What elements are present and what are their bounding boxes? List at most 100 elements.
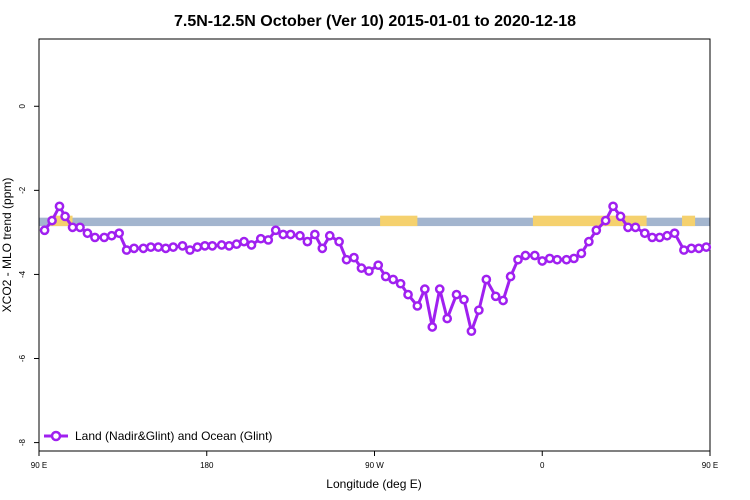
data-point bbox=[600, 215, 611, 226]
data-point bbox=[82, 228, 93, 239]
data-point bbox=[380, 271, 391, 282]
data-point bbox=[192, 242, 203, 252]
data-point bbox=[207, 240, 218, 251]
data-point bbox=[552, 254, 563, 265]
data-point bbox=[67, 222, 78, 233]
y-tick-label: -4 bbox=[18, 270, 27, 278]
data-point bbox=[239, 236, 249, 247]
data-point bbox=[121, 245, 132, 255]
data-point bbox=[185, 245, 195, 255]
data-point bbox=[459, 294, 469, 305]
ocean-band bbox=[39, 217, 710, 227]
data-point bbox=[90, 232, 100, 243]
data-point bbox=[129, 243, 139, 254]
data-point bbox=[216, 240, 227, 250]
data-point bbox=[701, 242, 712, 252]
data-point bbox=[224, 240, 234, 251]
data-point bbox=[466, 326, 477, 337]
land-band-segment bbox=[682, 215, 696, 227]
y-tick-label: -2 bbox=[18, 186, 27, 194]
data-point bbox=[47, 215, 57, 226]
data-point bbox=[295, 230, 305, 241]
data-point bbox=[160, 243, 171, 254]
data-point bbox=[200, 240, 210, 251]
data-point bbox=[255, 233, 266, 244]
data-point bbox=[498, 295, 508, 306]
data-point bbox=[153, 242, 164, 252]
data-point bbox=[520, 250, 531, 261]
data-point bbox=[576, 248, 587, 259]
data-point bbox=[412, 301, 423, 311]
data-point bbox=[177, 240, 188, 251]
legend-marker bbox=[50, 430, 62, 442]
data-point bbox=[99, 232, 110, 243]
data-point bbox=[490, 291, 501, 302]
data-point bbox=[583, 236, 594, 247]
data-point bbox=[388, 274, 398, 285]
data-point bbox=[513, 254, 523, 265]
data-point bbox=[395, 278, 406, 289]
x-tick-label: 90 E bbox=[31, 461, 47, 470]
data-point bbox=[630, 222, 641, 233]
data-point bbox=[427, 322, 438, 332]
data-point bbox=[278, 229, 289, 240]
land-band-segment bbox=[532, 215, 647, 227]
data-point bbox=[544, 253, 555, 264]
data-point bbox=[505, 271, 516, 282]
data-point bbox=[591, 225, 602, 236]
data-point bbox=[145, 242, 156, 252]
y-tick-label: -6 bbox=[18, 354, 27, 362]
data-point bbox=[75, 222, 85, 233]
series-layer bbox=[39, 201, 712, 337]
data-point bbox=[270, 225, 281, 236]
data-point bbox=[561, 254, 572, 265]
x-axis: 90 E 180 90 W 0 90 E bbox=[31, 451, 718, 470]
data-point bbox=[654, 232, 665, 243]
legend: Land (Nadir&Glint) and Ocean (Glint) bbox=[44, 429, 272, 443]
data-point bbox=[647, 232, 658, 243]
data-point bbox=[693, 243, 704, 254]
y-axis: 0 -2 -4 -6 -8 bbox=[18, 103, 39, 446]
data-point bbox=[364, 266, 374, 276]
data-point bbox=[537, 256, 548, 266]
data-point bbox=[623, 222, 633, 233]
data-point bbox=[302, 236, 313, 247]
data-point bbox=[349, 252, 359, 263]
data-point bbox=[231, 239, 242, 250]
data-point bbox=[608, 201, 618, 212]
data-point bbox=[341, 254, 352, 265]
data-point bbox=[569, 253, 579, 264]
data-point bbox=[669, 228, 680, 239]
data-point bbox=[263, 235, 274, 245]
data-point bbox=[246, 240, 257, 250]
legend-label: Land (Nadir&Glint) and Ocean (Glint) bbox=[75, 429, 272, 443]
x-tick-label: 0 bbox=[540, 461, 545, 470]
land-ocean-band bbox=[39, 215, 710, 227]
y-tick-label: -8 bbox=[18, 438, 27, 446]
data-point bbox=[451, 289, 462, 300]
data-point bbox=[679, 245, 689, 255]
x-tick-label: 90 E bbox=[702, 461, 718, 470]
data-point bbox=[138, 243, 149, 254]
y-tick-label: 0 bbox=[18, 103, 27, 108]
data-point bbox=[168, 242, 179, 252]
data-point bbox=[442, 313, 453, 324]
data-point bbox=[334, 236, 344, 247]
data-point bbox=[39, 225, 50, 236]
data-point bbox=[373, 260, 384, 271]
chart-title: 7.5N-12.5N October (Ver 10) 2015-01-01 t… bbox=[174, 13, 576, 30]
data-point bbox=[639, 228, 650, 239]
land-band-segment bbox=[50, 215, 73, 227]
data-point bbox=[615, 211, 626, 222]
data-point bbox=[285, 229, 296, 240]
data-point bbox=[106, 230, 117, 241]
data-point bbox=[419, 284, 430, 294]
data-point bbox=[60, 211, 70, 222]
data-point bbox=[356, 263, 367, 273]
data-point bbox=[310, 229, 320, 240]
data-point bbox=[403, 289, 413, 300]
data-point bbox=[686, 243, 697, 254]
data-point bbox=[317, 243, 328, 254]
data-point bbox=[474, 305, 484, 316]
